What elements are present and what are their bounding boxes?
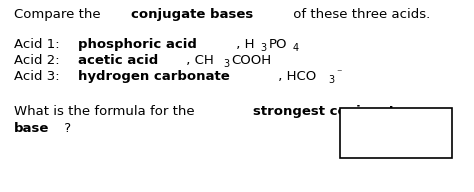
Text: Acid 1:: Acid 1: bbox=[14, 38, 64, 51]
Text: 3: 3 bbox=[328, 75, 335, 85]
Text: , CH: , CH bbox=[182, 54, 214, 67]
Text: ?: ? bbox=[60, 122, 71, 135]
Text: conjugate bases: conjugate bases bbox=[131, 8, 254, 21]
Text: 3: 3 bbox=[261, 43, 267, 53]
Text: of these three acids.: of these three acids. bbox=[289, 8, 430, 21]
Text: strongest conjugate: strongest conjugate bbox=[253, 105, 403, 118]
Text: phosphoric acid: phosphoric acid bbox=[78, 38, 197, 51]
Text: acetic acid: acetic acid bbox=[78, 54, 159, 67]
Text: hydrogen carbonate: hydrogen carbonate bbox=[78, 70, 230, 83]
Text: base: base bbox=[14, 122, 49, 135]
Text: , HCO: , HCO bbox=[274, 70, 317, 83]
Text: ⁻: ⁻ bbox=[337, 68, 342, 78]
Text: What is the formula for the: What is the formula for the bbox=[14, 105, 199, 118]
Text: , H: , H bbox=[232, 38, 254, 51]
Text: PO: PO bbox=[269, 38, 287, 51]
Text: 3: 3 bbox=[223, 59, 229, 69]
Text: COOH: COOH bbox=[231, 54, 271, 67]
Text: Compare the: Compare the bbox=[14, 8, 105, 21]
Text: Acid 2:: Acid 2: bbox=[14, 54, 64, 67]
Text: Acid 3:: Acid 3: bbox=[14, 70, 64, 83]
Bar bbox=[340, 108, 452, 158]
Text: 4: 4 bbox=[292, 43, 299, 53]
